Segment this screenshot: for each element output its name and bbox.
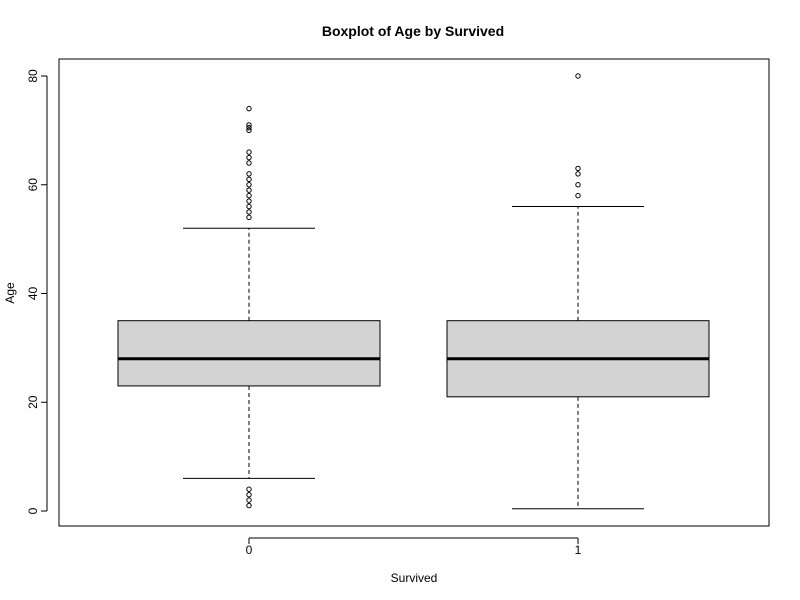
y-tick-label: 80 [26,69,40,83]
y-axis: 0 20 40 60 80 [26,69,48,514]
outlier-point [246,491,252,498]
outlier-point [246,192,252,199]
outlier-point [246,214,252,221]
outlier-point [575,165,581,172]
outlier-point [246,198,252,204]
outlier-point [246,203,252,210]
chart-title: Boxplot of Age by Survived [322,23,504,39]
outlier-point [575,182,581,188]
iqr-box [117,320,381,387]
outlier-point [246,160,252,166]
x-tick-label: 1 [575,543,582,557]
boxes-group [117,73,710,510]
outlier-point [246,127,252,134]
y-axis-label: Age [3,282,17,304]
outlier-point [575,73,581,79]
x-axis-label: Survived [391,571,438,585]
outlier-point [246,497,252,503]
outlier-point [246,187,252,193]
y-tick-label: 0 [26,507,40,514]
box-1 [446,73,710,510]
outlier-point [246,105,252,112]
outlier-point [246,182,252,188]
outlier-point [575,171,581,177]
outlier-point [246,171,252,177]
outlier-point [246,209,252,215]
outlier-point [246,486,252,492]
outlier-point [246,122,252,128]
box-0 [117,105,381,509]
outlier-point [246,149,252,155]
outlier-point [575,192,581,199]
y-tick-label: 40 [26,287,40,301]
x-tick-label: 0 [246,543,253,557]
outlier-point [246,176,252,183]
plot-frame [58,58,770,527]
outlier-point [246,154,252,161]
outlier-point [246,502,252,509]
y-tick-label: 60 [26,178,40,192]
outlier-point [246,124,252,131]
y-tick-label: 20 [26,395,40,409]
